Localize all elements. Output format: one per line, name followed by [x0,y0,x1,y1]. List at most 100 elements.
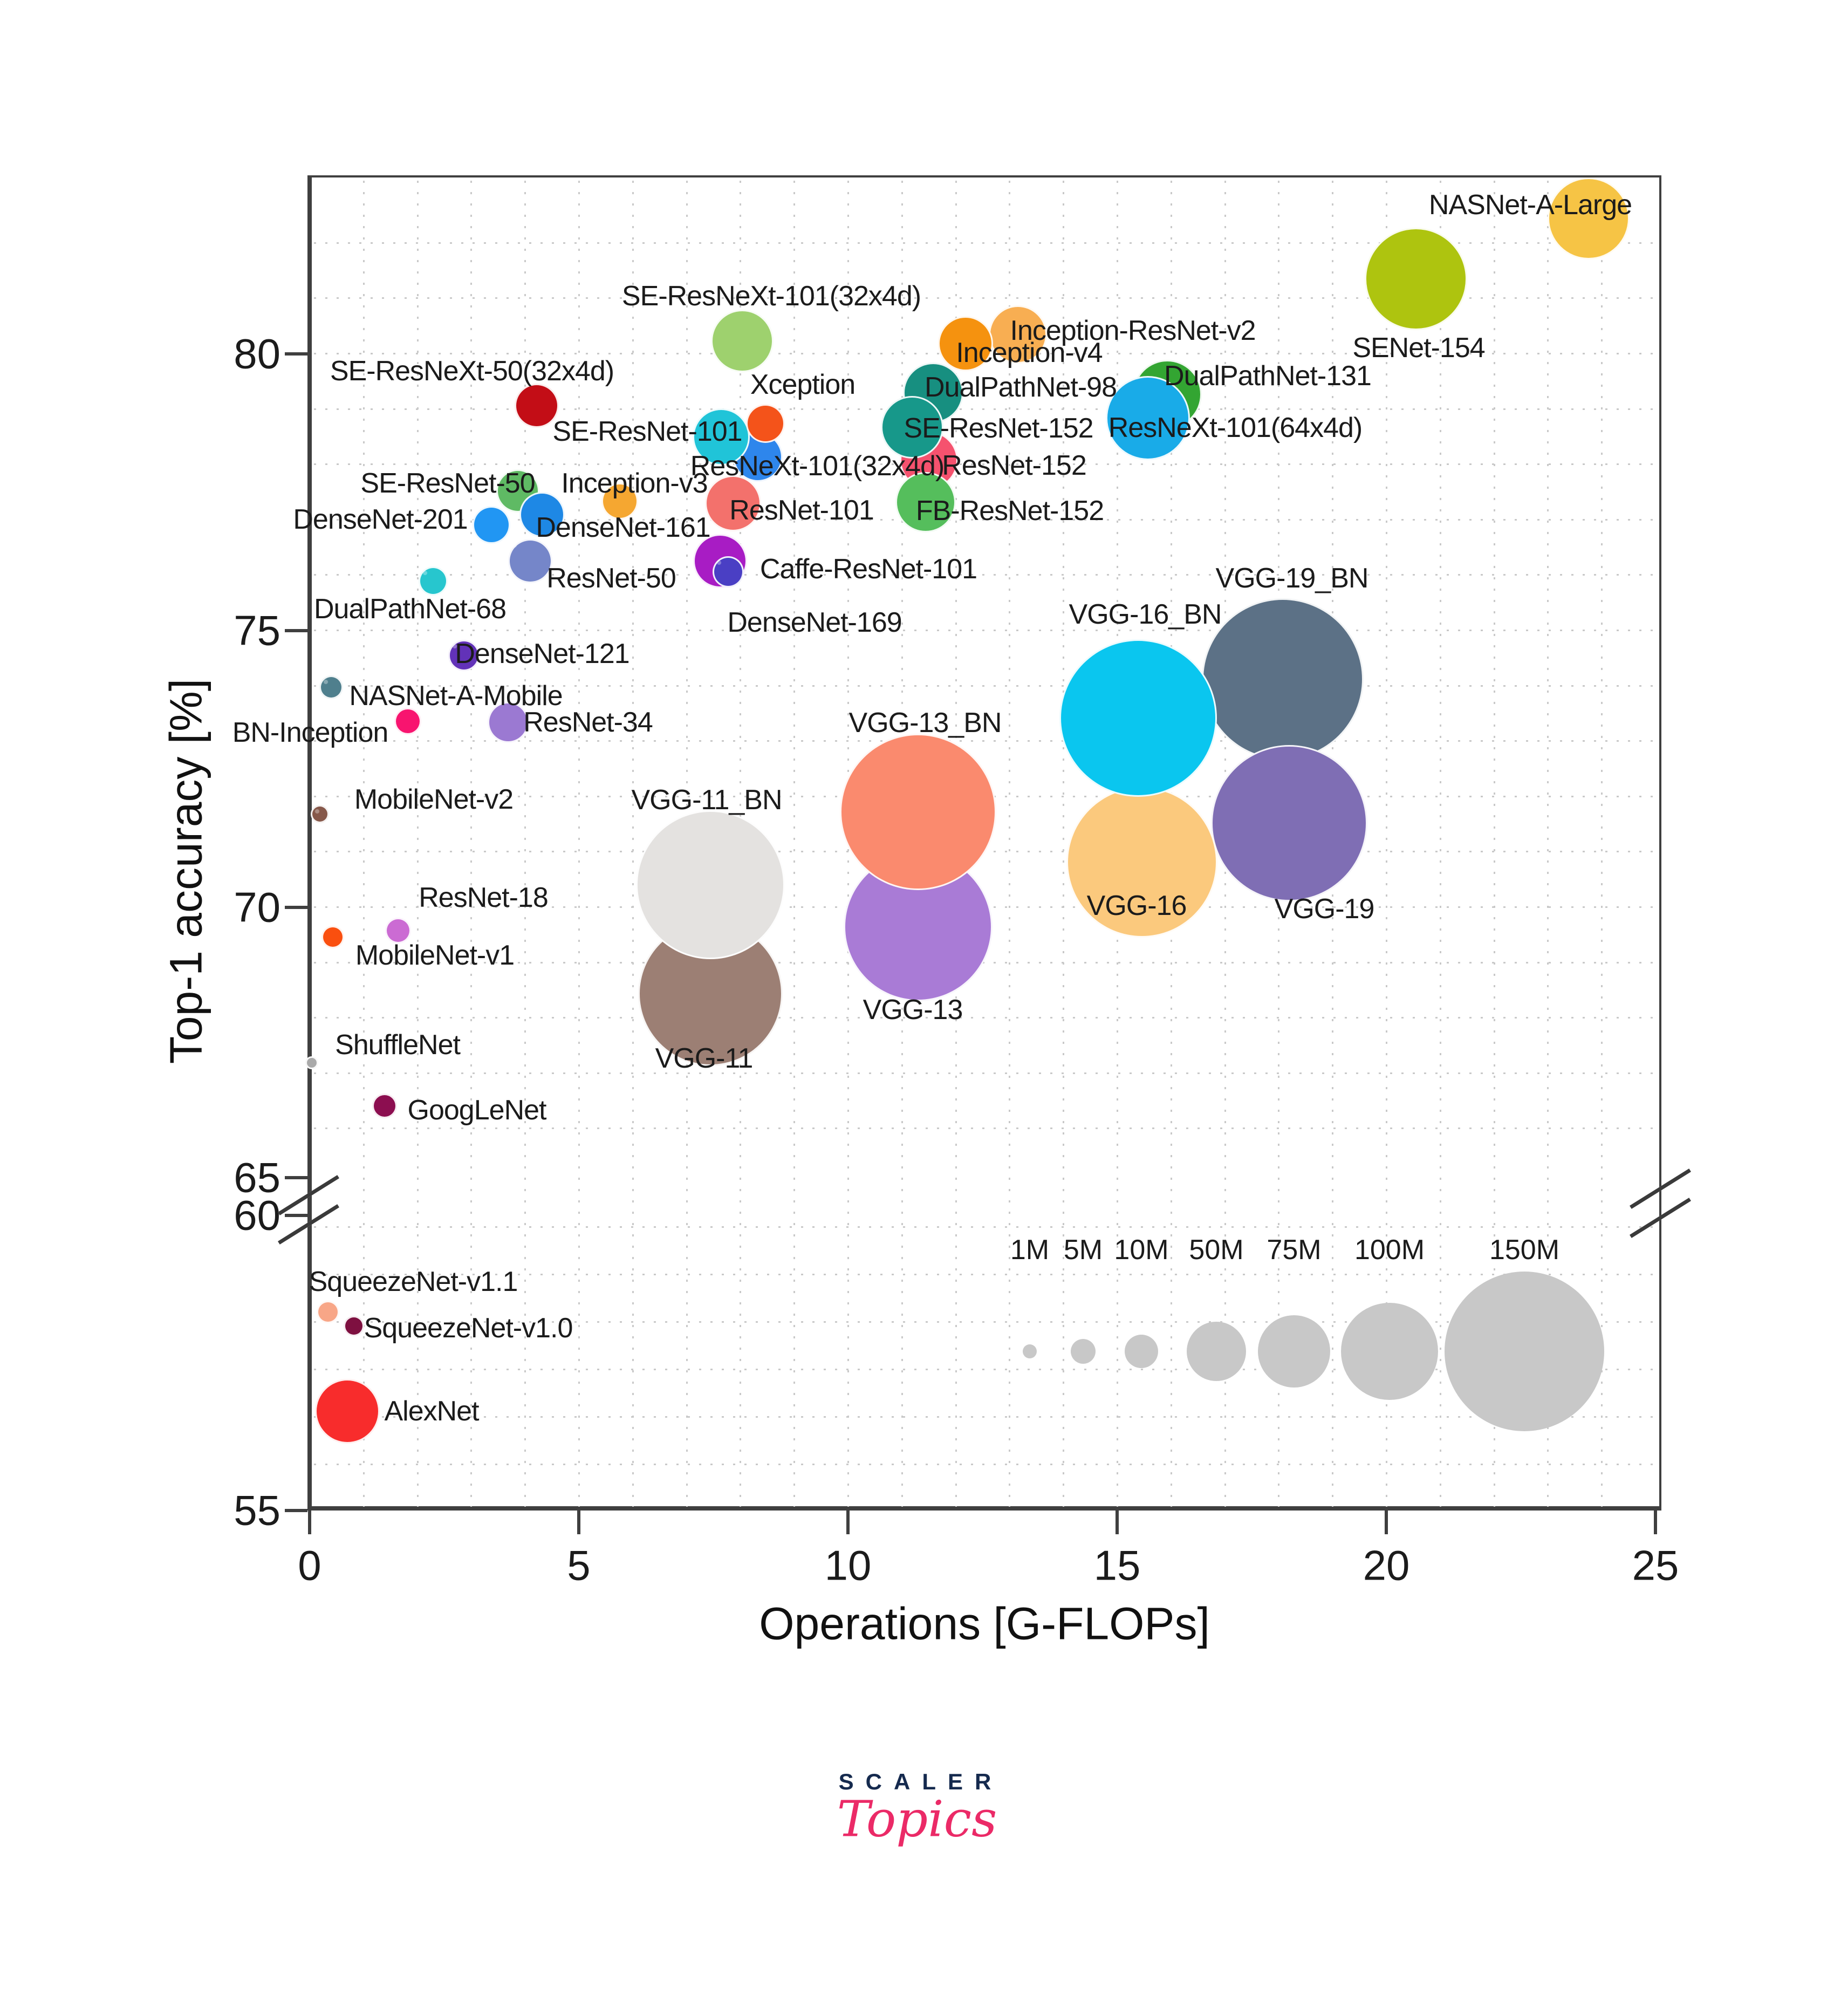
bubble-densenet-121 [448,640,480,672]
bubble-vgg-19-bn [1202,598,1364,761]
gridline-horizontal [314,1017,1658,1019]
legend-label-10m: 10M [1114,1234,1169,1266]
y-tick-mark [285,1509,307,1512]
label-resnet-101: ResNet-101 [729,495,874,526]
gridline-vertical [578,181,580,1507]
gridline-horizontal [314,518,1658,521]
x-axis-title: Operations [G-FLOPs] [759,1598,1210,1649]
label-nasnet-a-mobile: NASNet-A-Mobile [349,680,563,712]
gridline-vertical [470,181,473,1507]
bubble-squeezenet-v1-1 [316,1300,339,1323]
gridline-horizontal [314,1369,1658,1370]
bubble-vgg-11-bn [635,810,785,959]
y-tick-label: 55 [234,1486,280,1534]
gridline-vertical [1493,181,1495,1507]
bubble-inception-resnet-v2 [989,305,1048,364]
legend-bubble-5m [1071,1339,1096,1364]
gridline-horizontal [314,1274,1658,1275]
label-mobilenet-v1: MobileNet-v1 [355,940,515,971]
bubble-resnet-34 [488,702,529,743]
label-inception-v3: Inception-v3 [561,468,708,499]
gridline-horizontal [314,1072,1658,1074]
gridline-vertical [1601,181,1603,1507]
label-dualpathnet-68: DualPathNet-68 [314,593,507,625]
bubble-resnet-18 [385,918,411,944]
bubble-vgg-19 [1211,745,1368,902]
label-inception-v4: Inception-v4 [956,337,1103,368]
bubble-se-resnext-50-32x4d [515,384,559,428]
gridline-horizontal [314,685,1658,687]
label-nasnet-a-large: NASNet-A-Large [1428,189,1632,221]
label-resnet-50: ResNet-50 [546,563,676,594]
bubble-alexnet [314,1379,380,1444]
gridline-horizontal [314,297,1658,299]
legend-label-75m: 75M [1267,1234,1322,1266]
x-tick-mark [846,1511,850,1534]
y-tick-mark [285,352,307,356]
label-mobilenet-v2: MobileNet-v2 [354,784,514,815]
gridline-horizontal [314,1464,1658,1465]
label-resnet-152: ResNet-152 [942,450,1086,481]
y-tick-mark [285,1176,307,1179]
label-shufflenet: ShuffleNet [335,1029,461,1061]
label-resnext-101-64x4d: ResNeXt-101(64x4d) [1108,412,1363,443]
bubble-dualpathnet-68 [418,566,448,596]
x-tick-label: 10 [824,1541,872,1589]
bubble-mobilenet-v2 [310,804,329,823]
gridline-vertical [1063,181,1065,1507]
y-tick-mark [285,1214,307,1217]
label-alexnet: AlexNet [384,1396,479,1427]
bubble-se-resnet-101 [693,408,750,466]
gridline-horizontal [314,1226,1658,1228]
label-squeezenet-v1-0: SqueezeNet-v1.0 [364,1313,573,1344]
bubble-fb-resnet-152 [895,471,956,532]
gridline-vertical [416,181,419,1507]
y-tick-label: 75 [234,606,280,654]
bubble-vgg-13-bn [839,733,996,890]
label-senet-154: SENet-154 [1352,332,1485,364]
legend-label-5m: 5M [1063,1234,1103,1266]
y-tick-label: 80 [234,330,280,378]
gridline-horizontal [314,1127,1658,1130]
label-vgg-13-bn: VGG-13_BN [848,707,1002,739]
bubble-googlenet [372,1094,397,1119]
label-se-resnext-101-32x4d: SE-ResNeXt-101(32x4d) [621,281,921,312]
gridline-horizontal [314,574,1658,576]
gridline-horizontal [314,740,1658,742]
label-se-resnet-50: SE-ResNet-50 [360,468,535,499]
label-resnet-34: ResNet-34 [523,707,653,738]
label-densenet-169: DenseNet-169 [727,607,902,638]
bubble-resnext-101-64x4d [1105,376,1190,461]
x-tick-mark [1385,1511,1388,1534]
x-tick-label: 0 [298,1541,321,1589]
legend-bubble-150m [1445,1272,1604,1431]
label-se-resnet-101: SE-ResNet-101 [552,416,742,447]
label-vgg-13: VGG-13 [863,994,963,1026]
gridline-horizontal [314,1416,1658,1418]
gridline-horizontal [314,408,1658,410]
legend-bubble-50m [1187,1322,1246,1381]
bubble-densenet-161 [519,491,565,537]
x-tick-label: 20 [1363,1541,1410,1589]
x-tick-mark [1116,1511,1119,1534]
bubble-vgg-16 [1066,786,1217,938]
gridline-horizontal [314,630,1658,631]
bubble-inception-v4 [937,316,993,371]
x-tick-mark [577,1511,580,1534]
label-vgg-16: VGG-16 [1086,890,1187,921]
label-xception: Xception [750,369,856,400]
bubble-resnet-50 [508,538,553,583]
x-tick-mark [308,1511,311,1534]
legend-bubble-75m [1258,1315,1330,1388]
gridline-horizontal [314,463,1658,466]
x-tick-mark [1654,1511,1657,1534]
label-vgg-11: VGG-11 [655,1043,754,1074]
bubble-inception-v3 [601,482,638,520]
label-inception-resnet-v2: Inception-ResNet-v2 [1010,315,1256,346]
legend-bubble-10m [1125,1335,1158,1368]
bubble-nasnet-a-large [1548,177,1630,259]
label-vgg-16-bn: VGG-16_BN [1069,599,1222,630]
gridline-horizontal [314,961,1658,963]
y-tick-label: 65 [234,1153,280,1201]
